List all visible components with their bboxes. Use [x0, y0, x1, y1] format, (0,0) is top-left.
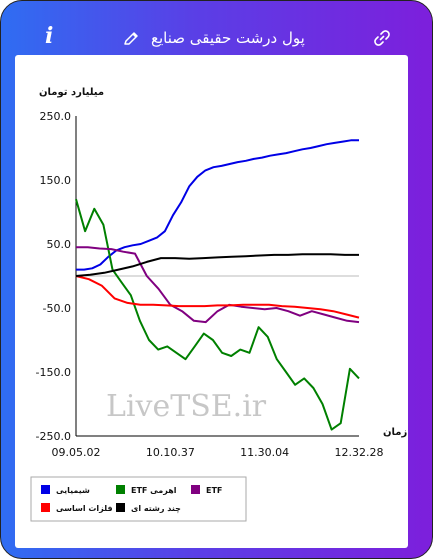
series-line-3 — [75, 275, 360, 319]
series-group — [75, 139, 360, 431]
legend-items: شیمیایی ETF اهرمی ETF فلزات اساسی چند رشته ا… — [41, 485, 222, 513]
series-line-4 — [75, 253, 359, 277]
pencil-icon[interactable] — [123, 31, 139, 47]
x-tick-labels: 09.05.02 10.10.37 11.30.04 12.32.28 — [52, 446, 384, 459]
series-line-0 — [76, 139, 359, 271]
y-tick-label: -50.0 — [43, 302, 71, 315]
y-tick-label: 50.0 — [47, 238, 72, 251]
series-line-1 — [75, 198, 360, 431]
watermark: LiveTSE.ir — [106, 389, 267, 424]
y-tick-label: 250.0 — [40, 110, 72, 123]
x-tick-label: 11.30.04 — [240, 446, 289, 459]
info-icon[interactable]: i — [45, 23, 54, 49]
chart-card — [15, 55, 408, 548]
legend-label: فلزات اساسی — [56, 504, 113, 513]
legend-swatch — [191, 485, 200, 494]
link-icon[interactable] — [373, 29, 391, 47]
legend-label: چند رشته ای — [131, 504, 181, 513]
y-tick-label: 150.0 — [40, 174, 72, 187]
legend-swatch — [41, 503, 50, 512]
x-tick-label: 12.32.28 — [335, 446, 384, 459]
y-axis-label: میلیارد تومان — [39, 87, 104, 98]
legend-label: شیمیایی — [56, 486, 90, 495]
x-tick-label: 09.05.02 — [52, 446, 101, 459]
series-line-2 — [76, 246, 360, 324]
legend-label: ETF — [206, 486, 222, 495]
y-tick-label: -250.0 — [36, 430, 71, 443]
legend-swatch — [116, 485, 125, 494]
x-tick-label: 10.10.37 — [146, 446, 195, 459]
legend-label: ETF اهرمی — [131, 486, 177, 495]
page-title: پول درشت حقیقی صنایع — [151, 29, 305, 47]
legend — [30, 476, 247, 522]
legend-swatch — [41, 485, 50, 494]
y-tick-labels: 250.0 150.0 50.0 -50.0 -150.0 -250.0 — [36, 110, 71, 443]
legend-swatch — [116, 503, 125, 512]
x-axis-label: زمان — [383, 427, 407, 438]
y-tick-label: -150.0 — [36, 366, 71, 379]
